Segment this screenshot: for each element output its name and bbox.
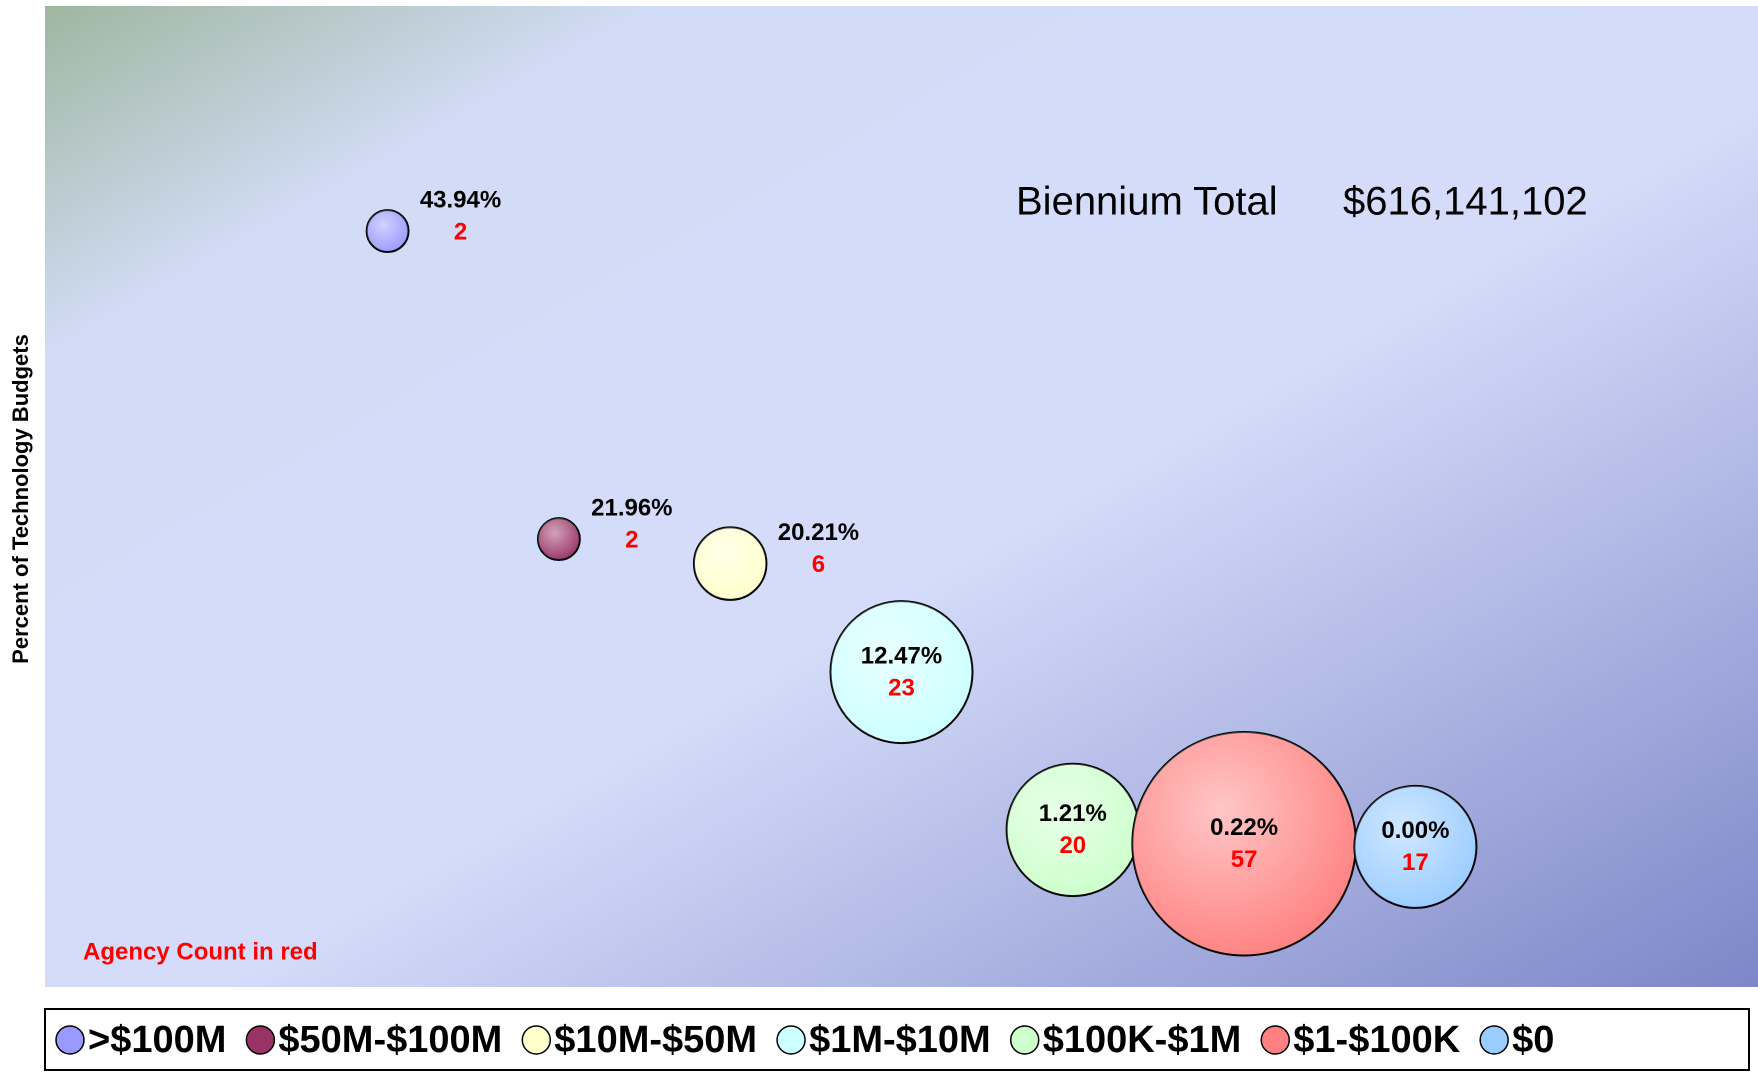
legend-label: $0 <box>1512 1019 1554 1061</box>
value-label: 12.47% <box>861 642 942 669</box>
note: Agency Count in red <box>83 938 318 965</box>
count-label: 57 <box>1231 846 1258 873</box>
legend-marker <box>1479 1025 1509 1055</box>
value-label: 0.00% <box>1381 817 1449 844</box>
value-label: 21.96% <box>591 494 672 521</box>
count-label: 2 <box>454 218 467 245</box>
annotation-value: $616,141,102 <box>1343 180 1588 224</box>
count-label: 2 <box>625 526 638 553</box>
plot-area <box>45 6 1758 987</box>
bubble-gloss <box>1006 763 1139 897</box>
y-axis-label: Percent of Technology Budgets <box>8 334 33 664</box>
bubble-gloss <box>693 527 767 600</box>
legend-marker <box>55 1025 85 1055</box>
legend-label: $50M-$100M <box>278 1019 502 1061</box>
bubble-gloss <box>1354 785 1477 908</box>
legend-label: $1-$100K <box>1293 1019 1460 1061</box>
bubble-gloss <box>1132 732 1356 956</box>
bubble-gloss <box>830 601 973 744</box>
legend <box>44 1008 1750 1071</box>
legend-label: $10M-$50M <box>554 1019 757 1061</box>
legend-marker <box>1260 1025 1291 1055</box>
legend-label: $100K-$1M <box>1043 1019 1242 1061</box>
count-label: 6 <box>812 551 825 578</box>
legend-marker <box>1009 1025 1040 1055</box>
value-label: 43.94% <box>420 186 501 213</box>
legend-marker <box>776 1025 806 1055</box>
bubble-gloss <box>537 518 580 561</box>
count-label: 23 <box>888 674 915 701</box>
legend-marker <box>521 1025 552 1055</box>
value-label: 20.21% <box>778 519 859 546</box>
count-label: 17 <box>1402 849 1429 876</box>
legend-label: $1M-$10M <box>809 1019 991 1061</box>
bubble-gloss <box>366 210 409 252</box>
legend-label: >$100M <box>88 1019 226 1061</box>
annotation-label: Biennium Total <box>1016 180 1278 224</box>
legend-marker <box>245 1025 276 1055</box>
value-label: 1.21% <box>1039 800 1107 827</box>
count-label: 20 <box>1059 832 1086 859</box>
value-label: 0.22% <box>1210 814 1278 841</box>
